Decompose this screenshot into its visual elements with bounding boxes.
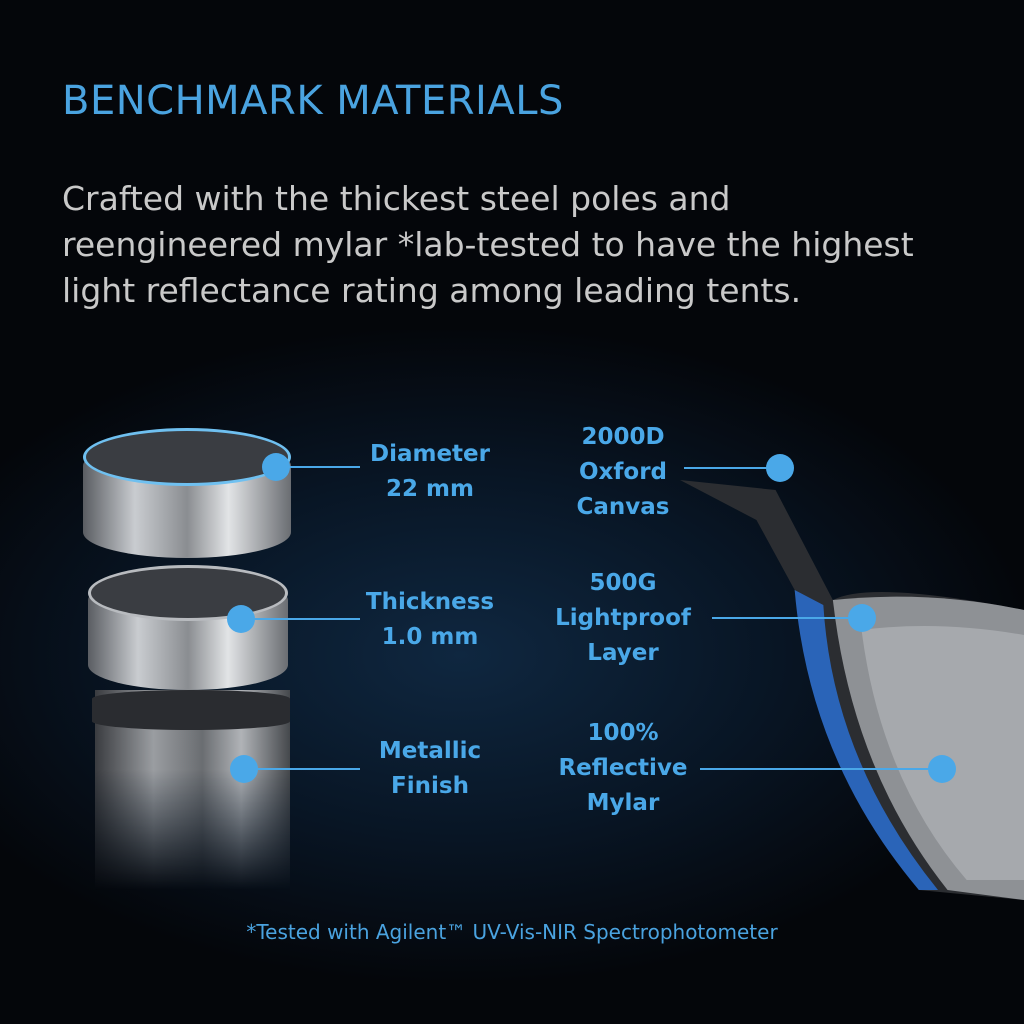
label-line: Lightproof: [555, 605, 691, 631]
callout-line: [684, 467, 780, 469]
description: Crafted with the thickest steel poles an…: [62, 176, 982, 314]
callout-line: [241, 618, 360, 620]
callout-line: [712, 617, 862, 619]
page-title: BENCHMARK MATERIALS: [62, 78, 564, 124]
description-line: reengineered mylar *lab-tested to have t…: [62, 225, 914, 264]
label-line: Layer: [587, 640, 659, 666]
label-line: Canvas: [576, 494, 670, 520]
callout-dot: [928, 755, 956, 783]
description-line: light reflectance rating among leading t…: [62, 271, 802, 310]
diameter-label: Diameter 22 mm: [370, 437, 490, 507]
label-line: Metallic: [378, 738, 482, 764]
fabric-illustration: [680, 480, 1024, 900]
label-line: Reflective: [558, 755, 688, 781]
thickness-label: Thickness 1.0 mm: [366, 585, 494, 655]
pole-top: [92, 690, 290, 730]
canvas-label: 2000D Oxford Canvas: [577, 420, 670, 525]
label-line: Finish: [391, 773, 469, 799]
label-line: 2000D: [581, 424, 665, 450]
description-line: Crafted with the thickest steel poles an…: [62, 179, 731, 218]
callout-dot: [766, 454, 794, 482]
callout-dot: [848, 604, 876, 632]
label-line: Oxford: [578, 459, 668, 485]
label-line: 100%: [587, 720, 659, 746]
footnote: *Tested with Agilent™ UV-Vis-NIR Spectro…: [246, 920, 778, 944]
callout-dot: [227, 605, 255, 633]
label-line: Mylar: [586, 790, 660, 816]
ring-top-rim: [83, 428, 291, 486]
label-line: 22 mm: [386, 476, 474, 502]
callout-dot: [262, 453, 290, 481]
callout-line: [276, 466, 360, 468]
label-line: 1.0 mm: [381, 624, 479, 650]
label-line: Thickness: [365, 589, 495, 615]
label-line: 500G: [589, 570, 657, 596]
callout-dot: [230, 755, 258, 783]
mylar-label: 100% Reflective Mylar: [558, 716, 687, 821]
callout-line: [244, 768, 360, 770]
finish-label: Metallic Finish: [379, 734, 481, 804]
lightproof-label: 500G Lightproof Layer: [555, 566, 691, 671]
callout-line: [700, 768, 942, 770]
ring-middle-top: [88, 565, 288, 621]
label-line: Diameter: [370, 441, 490, 467]
